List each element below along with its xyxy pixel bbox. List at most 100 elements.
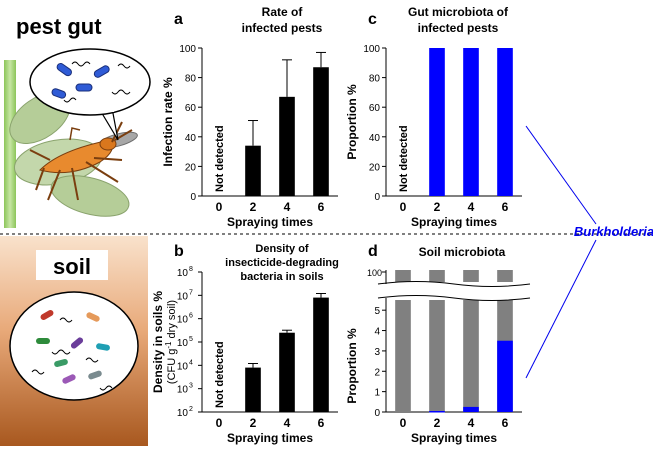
bar bbox=[313, 67, 329, 197]
chart-c: 0 20 40 60 80 100 0 2 4 6 Spraying times Proportion… bbox=[345, 44, 522, 229]
x-tick-label: 4 bbox=[284, 200, 291, 214]
pest-insect-icon bbox=[29, 121, 133, 201]
panel-d-letter: d bbox=[368, 243, 378, 260]
bar bbox=[245, 367, 261, 412]
y-tick-label: 80 bbox=[185, 74, 197, 85]
burkholderia-annotation: Burkholderia bbox=[525, 125, 653, 379]
x-axis-title: Spraying times bbox=[411, 215, 497, 229]
panel-b-letter: b bbox=[174, 243, 184, 260]
soil-label: soil bbox=[53, 254, 91, 279]
x-tick-label: 2 bbox=[250, 200, 257, 214]
y-axis-title: Proportion % bbox=[345, 328, 359, 404]
annotation-line-lower bbox=[525, 239, 597, 379]
x-axis-title: Spraying times bbox=[227, 431, 313, 445]
y-tick-label: 10 bbox=[177, 361, 189, 372]
y-tick-exponent: 2 bbox=[189, 406, 193, 413]
x-tick-label: 0 bbox=[400, 200, 407, 214]
bar-gray-lower bbox=[429, 300, 445, 412]
bar-gray-upper bbox=[463, 270, 479, 282]
bar bbox=[279, 332, 295, 412]
not-detected-label: Not detected bbox=[214, 341, 226, 408]
x-tick-label: 0 bbox=[400, 416, 407, 430]
y-tick-label-upper: 100 bbox=[367, 268, 382, 278]
panel-a-letter: a bbox=[174, 11, 183, 28]
y-axis-title: Proportion % bbox=[345, 84, 359, 160]
y-axis-subtitle: (CFU g-1 dry soil) bbox=[164, 300, 178, 384]
y-tick-label: 10 bbox=[177, 268, 189, 279]
illustration-soil: soil bbox=[0, 236, 148, 446]
burkholderia-label: Burkholderia bbox=[574, 224, 653, 239]
bar-gray-upper bbox=[429, 270, 445, 282]
y-tick-label: 100 bbox=[363, 44, 380, 55]
axis-break-line-lower bbox=[377, 295, 531, 301]
y-tick-label: 80 bbox=[369, 74, 381, 85]
y-tick-label: 0 bbox=[374, 192, 380, 203]
y-tick-label: 0 bbox=[190, 192, 196, 203]
x-tick-label: 4 bbox=[468, 200, 475, 214]
bar bbox=[313, 297, 329, 412]
bar bbox=[463, 48, 479, 196]
panel-c-title-1: Gut microbiota of bbox=[408, 5, 509, 19]
x-axis-title: Spraying times bbox=[227, 215, 313, 229]
soil-label-box bbox=[36, 250, 108, 280]
bar-blue-segment bbox=[463, 406, 479, 412]
y-tick-label: 10 bbox=[177, 315, 189, 326]
bar bbox=[497, 48, 513, 196]
x-tick-label: 6 bbox=[502, 416, 509, 430]
gut-bubble bbox=[29, 48, 151, 116]
x-tick-label: 0 bbox=[216, 200, 223, 214]
y-tick-label: 20 bbox=[369, 162, 381, 173]
y-tick-label: 60 bbox=[369, 103, 381, 114]
y-tick-exponent: 4 bbox=[189, 359, 193, 366]
panel-a-title-1: Rate of bbox=[262, 5, 304, 19]
panel-c-letter: c bbox=[368, 11, 377, 28]
bar bbox=[245, 145, 261, 196]
panel-d: d Soil microbiota 0 1 2 3 4 5 100 0 2 4 6 Spraying … bbox=[345, 243, 531, 445]
soil-bacteria-icons bbox=[31, 310, 113, 391]
bar-blue-segment bbox=[429, 410, 445, 413]
x-tick-label: 4 bbox=[284, 416, 291, 430]
plant-stem bbox=[4, 60, 16, 228]
y-tick-exponent: 6 bbox=[189, 313, 193, 320]
y-tick-label: 1 bbox=[374, 388, 380, 399]
not-detected-label: Not detected bbox=[214, 125, 226, 192]
annotation-line-upper bbox=[525, 125, 597, 225]
y-tick-label: 100 bbox=[179, 44, 196, 55]
x-tick-label: 6 bbox=[318, 416, 325, 430]
bar bbox=[279, 96, 295, 196]
y-tick-label: 3 bbox=[374, 347, 380, 358]
panel-a-title-2: infected pests bbox=[242, 21, 323, 35]
chart-a: 0 20 40 60 80 100 0 2 4 6 Spraying times Infection … bbox=[161, 44, 338, 229]
panel-b: b Density of insecticide-degrading bacte… bbox=[151, 243, 339, 445]
y-tick-label: 60 bbox=[185, 103, 197, 114]
y-tick-label: 40 bbox=[185, 133, 197, 144]
panel-b-title-1: Density of bbox=[255, 243, 309, 255]
y-axis-title: Density in soils % bbox=[151, 291, 165, 393]
y-tick-exponent: 7 bbox=[189, 289, 193, 296]
y-tick-label: 10 bbox=[177, 385, 189, 396]
y-tick-label: 10 bbox=[177, 408, 189, 419]
panel-c: c Gut microbiota of infected pests 02040… bbox=[345, 5, 522, 229]
axis-break-band bbox=[378, 283, 530, 299]
bar-gray-lower bbox=[463, 300, 479, 412]
x-tick-label: 4 bbox=[468, 416, 475, 430]
y-tick-label: 10 bbox=[177, 338, 189, 349]
x-tick-label: 6 bbox=[502, 200, 509, 214]
y-tick-label: 5 bbox=[374, 306, 380, 317]
panel-b-title-2: insecticide-degrading bbox=[225, 257, 339, 269]
not-detected-label: Not detected bbox=[398, 125, 410, 192]
bar-gray-upper bbox=[395, 270, 411, 282]
y-axis-title: Infection rate % bbox=[161, 77, 175, 167]
bar-blue-segment bbox=[497, 340, 513, 412]
y-tick-exponent: 3 bbox=[189, 383, 193, 390]
gut-bacteria-icons bbox=[51, 61, 131, 103]
y-tick-exponent: 5 bbox=[189, 336, 193, 343]
x-tick-label: 6 bbox=[318, 200, 325, 214]
pest-gut-label: pest gut bbox=[16, 14, 102, 39]
panel-a: a Rate of infected pests 0 20 40 60 80 100 0 2 4… bbox=[161, 5, 338, 229]
panel-d-title: Soil microbiota bbox=[419, 245, 506, 259]
bar-gray-upper bbox=[497, 270, 513, 282]
y-tick-label: 2 bbox=[374, 367, 380, 378]
